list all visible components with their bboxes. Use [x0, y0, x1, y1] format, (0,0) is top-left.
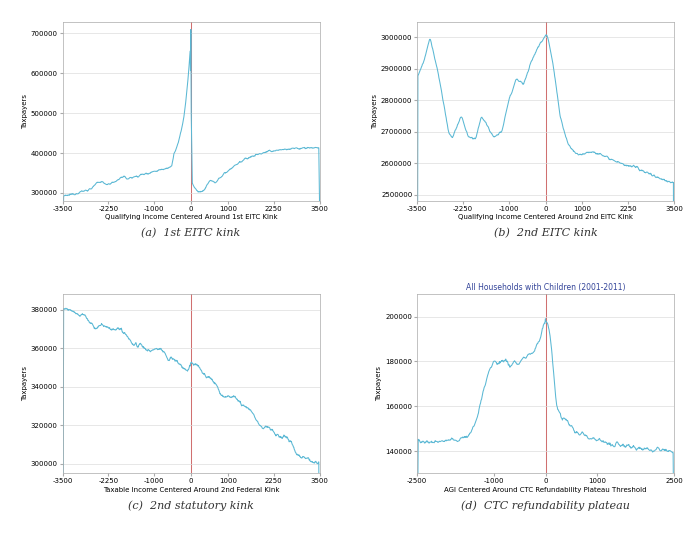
Text: (d)  CTC refundability plateau: (d) CTC refundability plateau: [461, 500, 630, 511]
X-axis label: Taxable Income Centered Around 2nd Federal Kink: Taxable Income Centered Around 2nd Feder…: [103, 487, 279, 493]
Text: (b)  2nd EITC kink: (b) 2nd EITC kink: [493, 228, 598, 238]
Y-axis label: Taxpayers: Taxpayers: [372, 94, 378, 129]
Title: All Households with Children (2001-2011): All Households with Children (2001-2011): [466, 283, 626, 292]
Text: (c)  2nd statutory kink: (c) 2nd statutory kink: [128, 500, 254, 511]
Y-axis label: Taxpayers: Taxpayers: [377, 366, 382, 401]
Text: (a)  1st EITC kink: (a) 1st EITC kink: [141, 228, 240, 238]
X-axis label: Qualifying Income Centered Around 2nd EITC Kink: Qualifying Income Centered Around 2nd EI…: [458, 215, 633, 221]
Y-axis label: Taxpayers: Taxpayers: [22, 94, 28, 129]
X-axis label: AGI Centered Around CTC Refundability Plateau Threshold: AGI Centered Around CTC Refundability Pl…: [444, 487, 647, 493]
X-axis label: Qualifying Income Centered Around 1st EITC Kink: Qualifying Income Centered Around 1st EI…: [105, 215, 277, 221]
Y-axis label: Taxpayers: Taxpayers: [22, 366, 28, 401]
